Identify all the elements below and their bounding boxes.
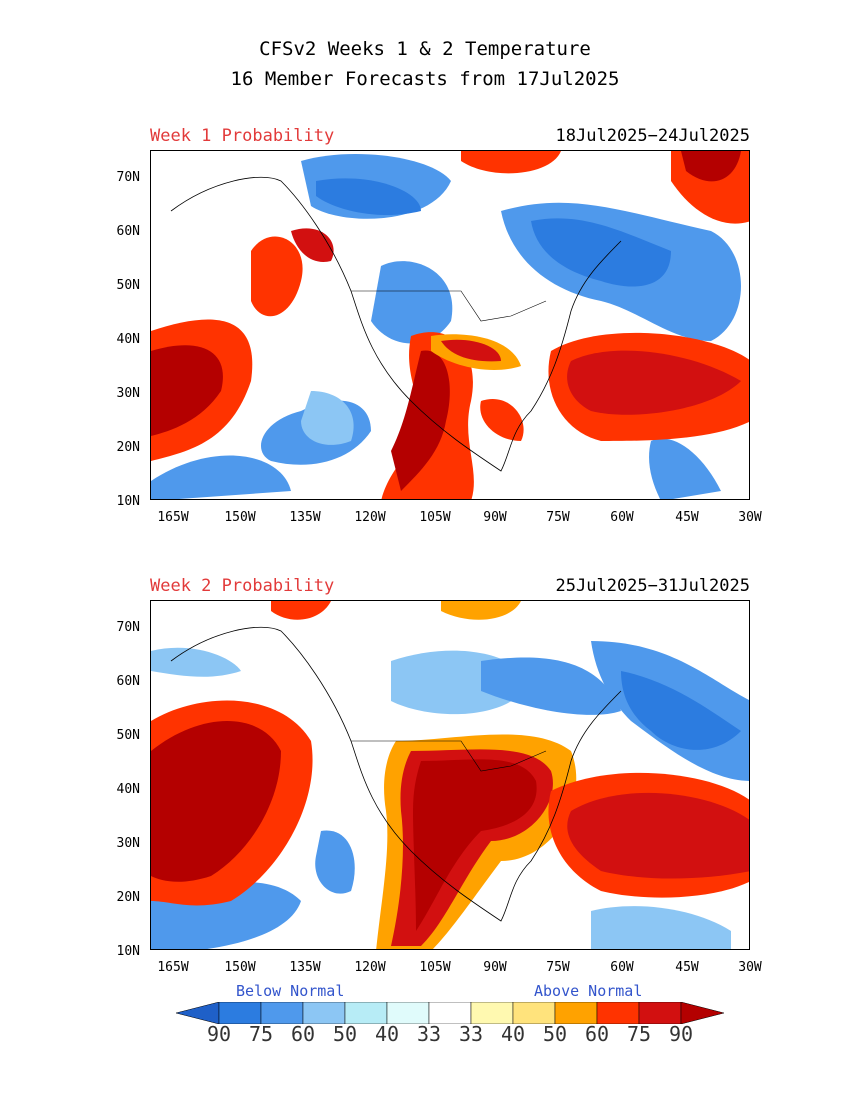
legend-color-box bbox=[428, 1002, 472, 1024]
week2-xtick-30w: 30W bbox=[738, 960, 762, 975]
week2-map bbox=[150, 600, 750, 950]
legend-color-box bbox=[638, 1002, 682, 1024]
week1-ytick-60: 60N bbox=[116, 224, 140, 239]
week1-xtick-90w: 90W bbox=[483, 510, 507, 525]
legend-value: 40 bbox=[500, 1022, 526, 1046]
legend-value: 50 bbox=[542, 1022, 568, 1046]
week2-ytick-40: 40N bbox=[116, 782, 140, 797]
week1-map bbox=[150, 150, 750, 500]
chart-title-line2: 16 Member Forecasts from 17Jul2025 bbox=[230, 68, 620, 90]
legend-value: 60 bbox=[290, 1022, 316, 1046]
week1-xtick-30w: 30W bbox=[738, 510, 762, 525]
week1-xtick-105w: 105W bbox=[419, 510, 451, 525]
legend-below-normal-label: Below Normal bbox=[236, 982, 345, 1000]
week2-ytick-70: 70N bbox=[116, 620, 140, 635]
legend-value: 90 bbox=[206, 1022, 232, 1046]
chart-title-line1: CFSv2 Weeks 1 & 2 Temperature bbox=[259, 38, 591, 60]
week2-dates: 25Jul2025−31Jul2025 bbox=[555, 576, 750, 596]
week2-label: Week 2 Probability bbox=[150, 576, 335, 596]
week1-ytick-20: 20N bbox=[116, 440, 140, 455]
legend-color-box bbox=[260, 1002, 304, 1024]
week2-ytick-30: 30N bbox=[116, 836, 140, 851]
legend-color-box bbox=[386, 1002, 430, 1024]
week2-xtick-75w: 75W bbox=[546, 960, 570, 975]
legend-value: 75 bbox=[626, 1022, 652, 1046]
legend-value: 40 bbox=[374, 1022, 400, 1046]
week1-xtick-45w: 45W bbox=[675, 510, 699, 525]
week2-xtick-45w: 45W bbox=[675, 960, 699, 975]
legend-color-box bbox=[344, 1002, 388, 1024]
legend-value: 50 bbox=[332, 1022, 358, 1046]
legend-color-box bbox=[596, 1002, 640, 1024]
legend-color-box bbox=[470, 1002, 514, 1024]
legend-color-box bbox=[302, 1002, 346, 1024]
week1-ytick-10: 10N bbox=[116, 494, 140, 509]
legend-arrow-left bbox=[176, 1002, 220, 1024]
week2-xtick-120w: 120W bbox=[354, 960, 386, 975]
legend-color-box bbox=[218, 1002, 262, 1024]
legend-value: 33 bbox=[416, 1022, 442, 1046]
week1-xtick-75w: 75W bbox=[546, 510, 570, 525]
week1-xtick-120w: 120W bbox=[354, 510, 386, 525]
week1-label: Week 1 Probability bbox=[150, 126, 335, 146]
legend-value: 90 bbox=[668, 1022, 694, 1046]
week2-xtick-165w: 165W bbox=[157, 960, 189, 975]
week2-ytick-50: 50N bbox=[116, 728, 140, 743]
week1-xtick-60w: 60W bbox=[610, 510, 634, 525]
week2-xtick-150w: 150W bbox=[224, 960, 256, 975]
week2-ytick-20: 20N bbox=[116, 890, 140, 905]
week1-ytick-70: 70N bbox=[116, 170, 140, 185]
legend-value: 33 bbox=[458, 1022, 484, 1046]
legend-color-bar bbox=[176, 1002, 725, 1024]
week1-xtick-135w: 135W bbox=[289, 510, 321, 525]
legend-arrow-right bbox=[680, 1002, 725, 1024]
week1-ytick-40: 40N bbox=[116, 332, 140, 347]
legend-color-box bbox=[554, 1002, 598, 1024]
week1-xtick-165w: 165W bbox=[157, 510, 189, 525]
week2-xtick-135w: 135W bbox=[289, 960, 321, 975]
week1-ytick-30: 30N bbox=[116, 386, 140, 401]
legend-color-box bbox=[512, 1002, 556, 1024]
week1-ytick-50: 50N bbox=[116, 278, 140, 293]
week2-xtick-105w: 105W bbox=[419, 960, 451, 975]
week2-ytick-60: 60N bbox=[116, 674, 140, 689]
week1-xtick-150w: 150W bbox=[224, 510, 256, 525]
week2-xtick-60w: 60W bbox=[610, 960, 634, 975]
legend-value: 60 bbox=[584, 1022, 610, 1046]
week2-ytick-10: 10N bbox=[116, 944, 140, 959]
legend-value: 75 bbox=[248, 1022, 274, 1046]
week2-xtick-90w: 90W bbox=[483, 960, 507, 975]
week1-dates: 18Jul2025−24Jul2025 bbox=[555, 126, 750, 146]
legend-above-normal-label: Above Normal bbox=[534, 982, 643, 1000]
